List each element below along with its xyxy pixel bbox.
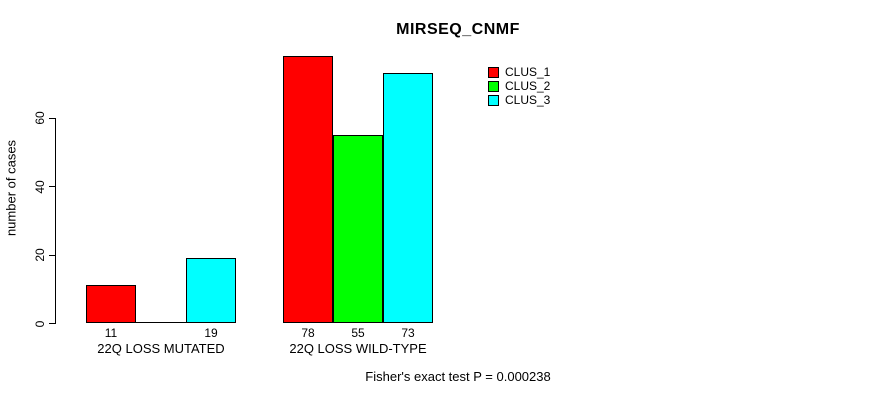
legend-label: CLUS_3 bbox=[505, 93, 551, 107]
legend: CLUS_1 CLUS_2 CLUS_3 bbox=[488, 65, 550, 107]
y-axis-tick bbox=[49, 254, 55, 256]
bar-value-label: 11 bbox=[104, 326, 118, 340]
bar-value-label: 78 bbox=[301, 326, 315, 340]
y-axis-tick bbox=[49, 117, 55, 119]
category-label: 22Q LOSS MUTATED bbox=[97, 341, 225, 356]
legend-swatch-icon bbox=[488, 80, 499, 92]
bar-clus-1-group-2 bbox=[283, 56, 333, 323]
legend-row-clus-1: CLUS_1 bbox=[488, 65, 550, 79]
legend-row-clus-2: CLUS_2 bbox=[488, 79, 550, 93]
bar-value-label: 73 bbox=[401, 326, 415, 340]
bar-clus-3-group-2 bbox=[383, 73, 433, 323]
y-axis-tick bbox=[49, 186, 55, 188]
bar-value-label: 19 bbox=[204, 326, 218, 340]
chart-title: MIRSEQ_CNMF bbox=[396, 21, 520, 38]
y-axis-label: number of cases bbox=[3, 139, 19, 237]
y-axis-tick-label: 0 bbox=[33, 320, 47, 327]
legend-swatch-icon bbox=[488, 66, 499, 78]
fisher-test-annotation: Fisher's exact test P = 0.000238 bbox=[365, 369, 551, 384]
bar-clus-2-group-2 bbox=[333, 134, 383, 323]
category-label: 22Q LOSS WILD-TYPE bbox=[289, 341, 427, 356]
group-baseline bbox=[86, 322, 236, 323]
legend-swatch-icon bbox=[488, 94, 499, 106]
y-axis-tick-label: 40 bbox=[33, 180, 47, 194]
bar-value-label: 55 bbox=[351, 326, 365, 340]
legend-label: CLUS_1 bbox=[505, 65, 551, 79]
y-axis-tick-label: 20 bbox=[33, 248, 47, 262]
y-axis-line bbox=[55, 117, 56, 324]
legend-label: CLUS_2 bbox=[505, 79, 551, 93]
legend-row-clus-3: CLUS_3 bbox=[488, 93, 550, 107]
bar-clus-3-group-1 bbox=[186, 258, 236, 323]
y-axis-tick-label: 60 bbox=[33, 111, 47, 125]
y-axis-tick bbox=[49, 323, 55, 324]
bar-clus-1-group-1 bbox=[86, 285, 136, 323]
